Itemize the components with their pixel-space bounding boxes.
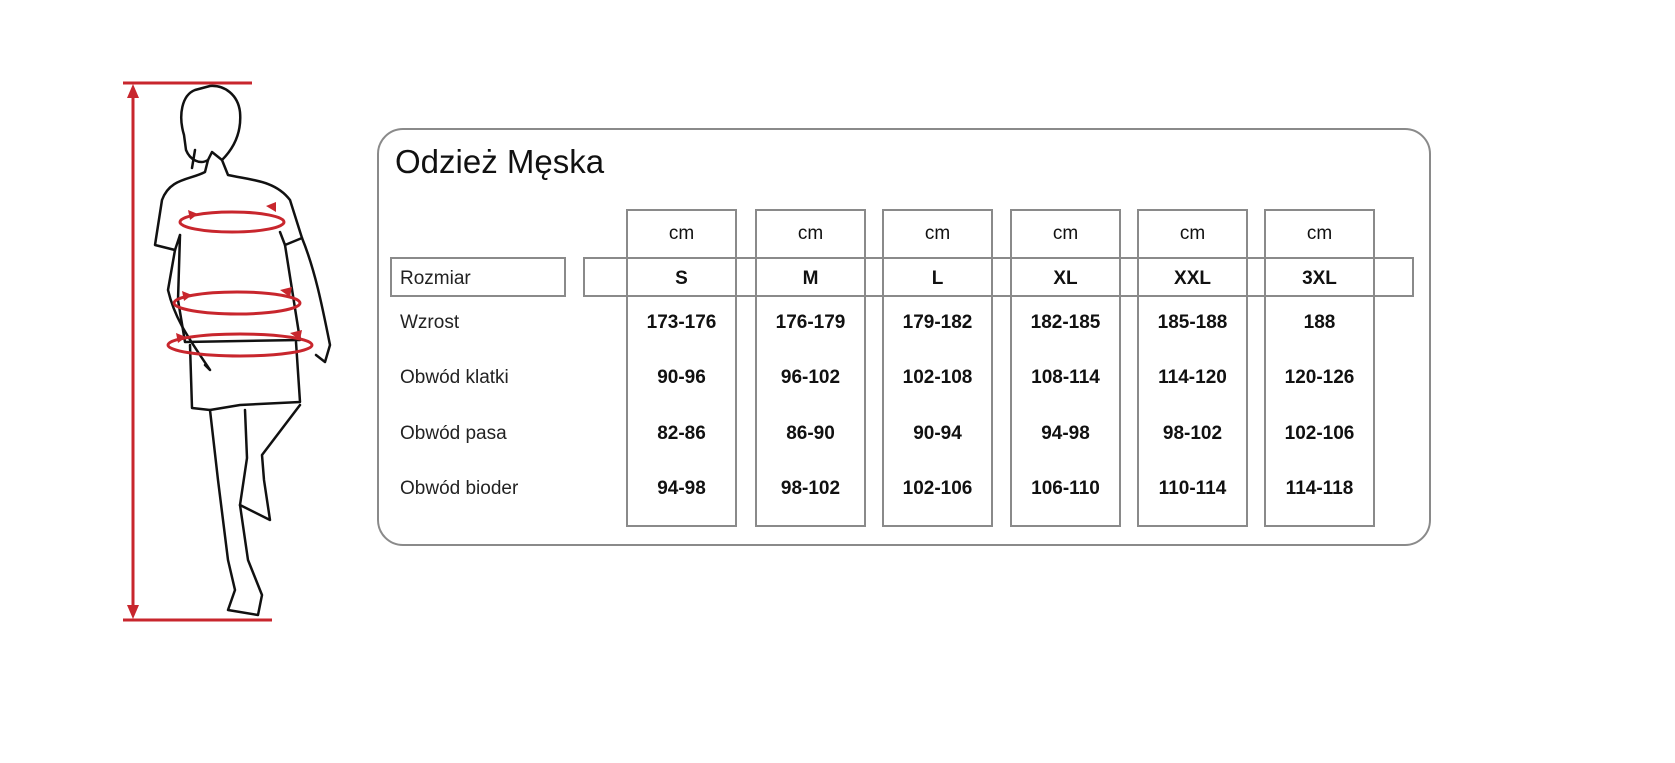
unit-label: cm bbox=[797, 223, 824, 244]
table-cell: 102-108 bbox=[902, 367, 973, 388]
table-cell: 173-176 bbox=[646, 312, 717, 333]
size-column-box bbox=[1264, 209, 1375, 527]
table-cell: 179-182 bbox=[902, 312, 973, 333]
unit-label: cm bbox=[924, 223, 951, 244]
size-column-box bbox=[1010, 209, 1121, 527]
unit-label: cm bbox=[1179, 223, 1206, 244]
table-cell: 182-185 bbox=[1030, 312, 1101, 333]
row-label-hips: Obwód bioder bbox=[400, 478, 519, 499]
unit-label: cm bbox=[1052, 223, 1079, 244]
table-cell: 108-114 bbox=[1031, 367, 1100, 388]
size-header: 3XL bbox=[1302, 268, 1337, 289]
table-cell: 110-114 bbox=[1158, 478, 1227, 499]
size-header: L bbox=[931, 268, 944, 289]
table-cell: 98-102 bbox=[780, 478, 841, 499]
size-row-band bbox=[583, 257, 1414, 297]
table-cell: 90-96 bbox=[657, 367, 706, 388]
table-cell: 94-98 bbox=[657, 478, 706, 499]
table-cell: 86-90 bbox=[786, 423, 835, 444]
table-cell: 185-188 bbox=[1157, 312, 1228, 333]
size-header: S bbox=[675, 268, 688, 289]
size-label-box bbox=[390, 257, 566, 297]
size-column-box bbox=[882, 209, 993, 527]
table-cell: 114-120 bbox=[1158, 367, 1227, 388]
row-label-height: Wzrost bbox=[400, 312, 460, 333]
table-cell: 98-102 bbox=[1162, 423, 1223, 444]
row-label-waist: Obwód pasa bbox=[400, 423, 507, 444]
table-cell: 120-126 bbox=[1284, 367, 1355, 388]
hips-circle bbox=[166, 332, 314, 358]
size-row-label: Rozmiar bbox=[400, 268, 471, 289]
size-header: XL bbox=[1053, 268, 1078, 289]
size-header: XXL bbox=[1174, 268, 1211, 289]
unit-label: cm bbox=[668, 223, 695, 244]
table-cell: 102-106 bbox=[902, 478, 973, 499]
man-figure-icon bbox=[153, 84, 332, 617]
unit-label: cm bbox=[1306, 223, 1333, 244]
table-cell: 82-86 bbox=[657, 423, 706, 444]
size-header: M bbox=[802, 268, 819, 289]
chest-circle bbox=[178, 210, 286, 234]
row-label-chest: Obwód klatki bbox=[400, 367, 509, 388]
man-measurement-illustration bbox=[123, 81, 332, 622]
size-chart-card bbox=[377, 128, 1431, 546]
table-cell: 188 bbox=[1303, 312, 1336, 333]
table-cell: 102-106 bbox=[1284, 423, 1355, 444]
measurement-lines bbox=[123, 81, 314, 622]
arrowheads bbox=[127, 84, 302, 619]
table-cell: 114-118 bbox=[1285, 478, 1354, 499]
table-cell: 176-179 bbox=[775, 312, 846, 333]
waist-circle bbox=[172, 290, 302, 316]
table-cell: 96-102 bbox=[780, 367, 841, 388]
table-cell: 106-110 bbox=[1031, 478, 1100, 499]
size-column-box bbox=[1137, 209, 1248, 527]
table-cell: 94-98 bbox=[1041, 423, 1090, 444]
size-column-box bbox=[755, 209, 866, 527]
size-column-box bbox=[626, 209, 737, 527]
chart-title: Odzież Męska bbox=[395, 143, 605, 180]
table-cell: 90-94 bbox=[913, 423, 962, 444]
